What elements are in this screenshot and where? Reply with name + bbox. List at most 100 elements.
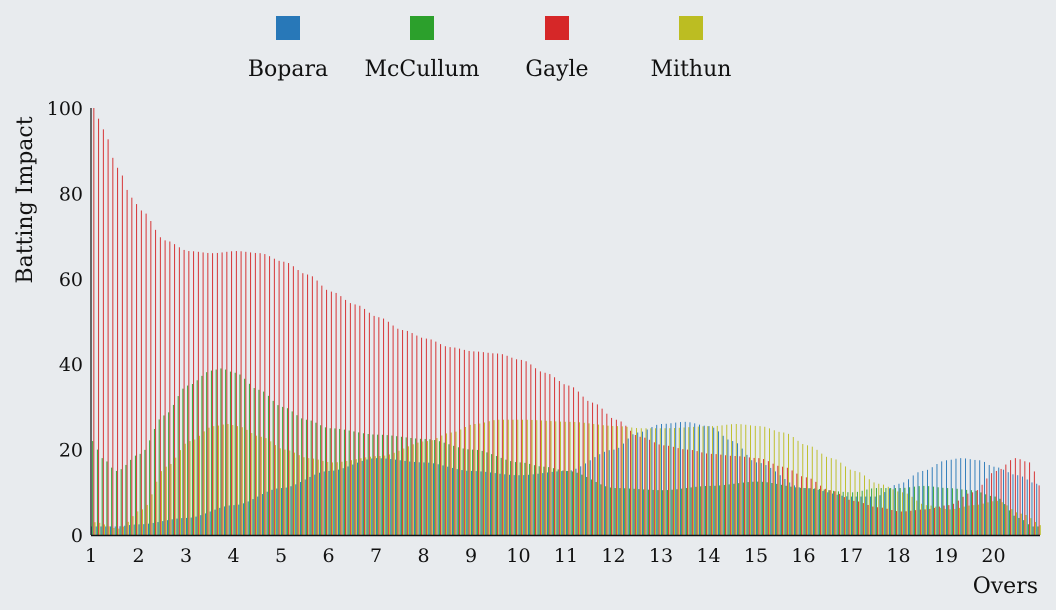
bar-mithun bbox=[99, 522, 101, 535]
bar-bopara bbox=[513, 475, 515, 535]
bar-gayle bbox=[107, 139, 109, 535]
legend-swatch-mithun bbox=[679, 16, 703, 40]
bar-mccullum bbox=[985, 494, 987, 535]
bar-gayle bbox=[915, 510, 917, 535]
bar-bopara bbox=[756, 462, 757, 535]
bar-mithun bbox=[550, 421, 552, 535]
bar-gayle bbox=[706, 453, 708, 535]
bar-gayle bbox=[867, 504, 869, 535]
bar-mccullum bbox=[324, 427, 326, 535]
bar-mccullum bbox=[809, 488, 811, 535]
bar-gayle bbox=[824, 488, 826, 535]
bar-gayle bbox=[710, 453, 712, 535]
x-tick-label: 12 bbox=[601, 545, 625, 567]
bar-gayle bbox=[155, 229, 157, 535]
bar-bopara bbox=[813, 488, 814, 535]
bar-mithun bbox=[123, 526, 124, 535]
bar-gayle bbox=[1000, 468, 1002, 535]
bar-gayle bbox=[183, 249, 185, 535]
bar-mccullum bbox=[590, 479, 592, 535]
bar-mccullum bbox=[396, 436, 398, 535]
bar-gayle bbox=[896, 511, 898, 535]
bar-mccullum bbox=[101, 458, 103, 535]
bar-mccullum bbox=[263, 391, 265, 535]
bar-mccullum bbox=[1023, 520, 1025, 535]
bar-mithun bbox=[788, 433, 789, 535]
bar-mithun bbox=[1016, 512, 1017, 535]
bar-gayle bbox=[539, 371, 541, 535]
bar-gayle bbox=[991, 473, 993, 535]
legend-swatch-gayle bbox=[545, 16, 569, 40]
bar-gayle bbox=[231, 251, 233, 535]
bar-bopara bbox=[1017, 475, 1019, 535]
bar-gayle bbox=[900, 511, 902, 535]
bar-mithun bbox=[555, 421, 557, 535]
bar-gayle bbox=[701, 452, 703, 535]
bar-mccullum bbox=[909, 487, 911, 535]
bar-bopara bbox=[323, 471, 325, 535]
bar-bopara bbox=[803, 488, 805, 535]
bar-mithun bbox=[655, 428, 656, 535]
bar-gayle bbox=[492, 353, 494, 535]
bar-bopara bbox=[452, 467, 453, 535]
bar-mithun bbox=[769, 428, 770, 535]
bar-gayle bbox=[226, 251, 228, 536]
bar-gayle bbox=[126, 189, 128, 536]
bar-gayle bbox=[145, 213, 147, 535]
bar-mccullum bbox=[358, 432, 360, 535]
bar-mccullum bbox=[776, 483, 778, 535]
bar-mithun bbox=[536, 420, 538, 535]
bar-gayle bbox=[335, 292, 337, 535]
bar-mccullum bbox=[871, 488, 873, 535]
bar-gayle bbox=[786, 467, 788, 535]
bar-mithun bbox=[712, 426, 713, 535]
bar-bopara bbox=[585, 463, 586, 535]
bar-bopara bbox=[176, 518, 178, 535]
bar-mccullum bbox=[643, 489, 645, 535]
bar-bopara bbox=[471, 470, 472, 535]
bar-mithun bbox=[669, 428, 671, 535]
x-tick-label: 19 bbox=[934, 545, 958, 567]
bar-gayle bbox=[962, 496, 964, 535]
bar-bopara bbox=[309, 476, 311, 535]
x-tick-label: 10 bbox=[506, 545, 530, 567]
bar-mccullum bbox=[310, 420, 312, 535]
bar-mccullum bbox=[239, 374, 241, 535]
bar-bopara bbox=[456, 469, 458, 535]
bar-gayle bbox=[753, 457, 755, 535]
y-axis-title: Batting Impact bbox=[13, 116, 38, 283]
bar-gayle bbox=[720, 454, 722, 535]
bar-mithun bbox=[156, 481, 158, 535]
bar-mithun bbox=[935, 506, 937, 535]
bar-mithun bbox=[773, 430, 775, 535]
bar-mccullum bbox=[757, 481, 759, 536]
bar-mithun bbox=[830, 458, 832, 535]
bar-gayle bbox=[972, 492, 974, 535]
bar-mccullum bbox=[229, 371, 231, 535]
bar-mccullum bbox=[624, 488, 626, 535]
bar-gayle bbox=[497, 353, 499, 535]
bar-mithun bbox=[412, 444, 414, 535]
bar-mccullum bbox=[928, 486, 930, 535]
bar-bopara bbox=[418, 462, 420, 535]
bar-bopara bbox=[898, 483, 900, 535]
bar-mccullum bbox=[742, 482, 744, 535]
bar-bopara bbox=[836, 494, 838, 535]
bar-mithun bbox=[94, 522, 96, 535]
bar-mithun bbox=[726, 424, 728, 535]
bar-gayle bbox=[368, 312, 370, 535]
bar-mccullum bbox=[282, 406, 284, 535]
bar-mccullum bbox=[614, 488, 616, 535]
bar-gayle bbox=[877, 507, 879, 535]
bar-mccullum bbox=[144, 449, 146, 535]
bar-mithun bbox=[997, 500, 998, 535]
bar-gayle bbox=[93, 108, 95, 535]
bar-mccullum bbox=[913, 486, 915, 535]
bar-mccullum bbox=[704, 486, 706, 535]
bar-gayle bbox=[630, 430, 632, 535]
bar-mithun bbox=[930, 505, 932, 535]
bar-bopara bbox=[665, 423, 667, 535]
bar-bopara bbox=[395, 459, 396, 535]
bar-mithun bbox=[807, 445, 808, 535]
bar-mithun bbox=[868, 479, 870, 535]
